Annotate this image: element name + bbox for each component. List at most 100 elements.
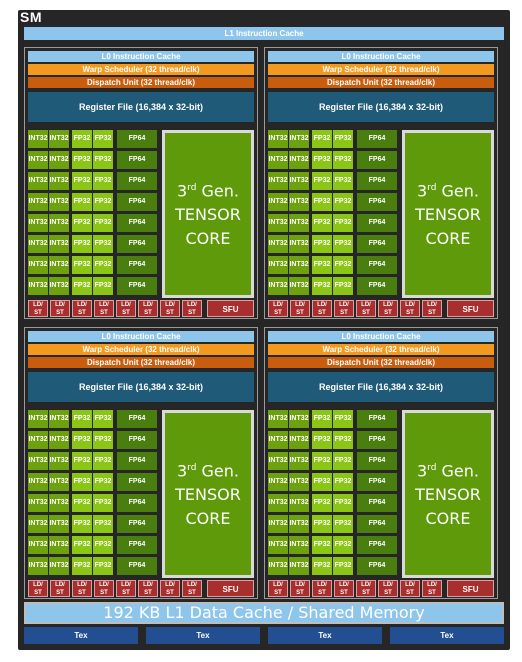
fp32-core: FP32 [312,151,332,169]
fp32-core: FP32 [312,277,332,295]
ldst-label-bottom: ST [56,310,64,316]
int32-core: INT32 [28,130,48,148]
tensor-core: 3rd Gen. TENSOR CORE [162,130,254,298]
ldst-label-top: LD/ [361,302,371,308]
ldst-label-bottom: ST [296,310,304,316]
int32-core: INT32 [49,431,69,449]
ldst-label-bottom: ST [144,310,152,316]
ldst-label-bottom: ST [274,590,282,596]
int32-core: INT32 [268,277,288,295]
int32-core: INT32 [268,452,288,470]
int32-core: INT32 [289,172,309,190]
tensor-gen-suffix: rd [187,183,197,194]
fp32-core: FP32 [72,515,92,533]
tensor-core-generation: 3rd Gen. [177,177,239,202]
ldst-unit: LD/ST [160,580,180,597]
fp32-core: FP32 [333,494,353,512]
ldst-label-bottom: ST [34,590,42,596]
int32-core: INT32 [289,494,309,512]
tensor-gen-word: Gen. [201,181,239,201]
fp32-core: FP32 [93,172,113,190]
ldst-unit: LD/ST [268,300,288,317]
ldst-label-bottom: ST [384,590,392,596]
sfu-unit: SFU [447,580,494,597]
l0-instruction-cache: L0 Instruction Cache [28,51,254,62]
ldst-label-top: LD/ [143,582,153,588]
fp32-core: FP32 [312,193,332,211]
fp64-core: FP64 [357,277,397,295]
fp32-core: FP32 [93,431,113,449]
fp32-core: FP32 [333,172,353,190]
fp32-core: FP32 [93,494,113,512]
ldst-label-bottom: ST [340,310,348,316]
ldst-label-bottom: ST [100,590,108,596]
int32-core: INT32 [289,515,309,533]
ldst-label-top: LD/ [33,302,43,308]
ldst-label-top: LD/ [317,582,327,588]
int32-core: INT32 [268,193,288,211]
int32-core: INT32 [49,277,69,295]
fp64-core: FP64 [357,193,397,211]
int32-core: INT32 [268,473,288,491]
fp32-core: FP32 [93,235,113,253]
ldst-unit: LD/ST [400,580,420,597]
fp64-core: FP64 [117,130,157,148]
sfu-unit: SFU [207,300,254,317]
ldst-label-top: LD/ [339,302,349,308]
fp32-core: FP32 [72,473,92,491]
tensor-core-generation: 3rd Gen. [417,457,479,482]
fp64-core: FP64 [117,473,157,491]
warp-scheduler: Warp Scheduler (32 thread/clk) [28,344,254,355]
ldst-label-top: LD/ [273,582,283,588]
fp64-core: FP64 [357,151,397,169]
dispatch-unit: Dispatch Unit (32 thread/clk) [268,357,494,368]
sm-title: SM [20,9,42,25]
ldst-unit: LD/ST [356,580,376,597]
ldst-label-bottom: ST [340,590,348,596]
fp64-core: FP64 [357,130,397,148]
int32-core: INT32 [289,557,309,575]
fp64-core: FP64 [117,494,157,512]
ldst-label-top: LD/ [273,302,283,308]
ldst-label-bottom: ST [406,590,414,596]
fp32-core: FP32 [333,515,353,533]
fp32-core: FP32 [333,410,353,428]
fp32-core: FP32 [93,151,113,169]
ldst-label-bottom: ST [34,310,42,316]
fp64-core: FP64 [117,256,157,274]
fp32-core: FP32 [312,214,332,232]
fp32-core: FP32 [72,494,92,512]
ldst-label-top: LD/ [383,582,393,588]
fp32-core: FP32 [333,557,353,575]
int32-core: INT32 [28,256,48,274]
fp32-core: FP32 [93,452,113,470]
tensor-core-label: 3rd Gen. TENSOR CORE [165,413,251,575]
ldst-label-top: LD/ [121,302,131,308]
ldst-unit: LD/ST [378,580,398,597]
l0-instruction-cache: L0 Instruction Cache [268,51,494,62]
ldst-unit: LD/ST [50,300,70,317]
int32-core: INT32 [49,130,69,148]
fp32-core: FP32 [333,473,353,491]
fp32-core: FP32 [333,452,353,470]
tex-unit: Tex [146,627,260,644]
ldst-unit: LD/ST [138,300,158,317]
fp32-core: FP32 [72,172,92,190]
int32-core: INT32 [28,452,48,470]
fp32-core: FP32 [72,193,92,211]
int32-core: INT32 [268,410,288,428]
tensor-core-line2: TENSOR [175,484,241,504]
ldst-label-bottom: ST [122,590,130,596]
int32-core: INT32 [49,473,69,491]
fp32-core: FP32 [333,256,353,274]
int32-core: INT32 [28,557,48,575]
ldst-label-bottom: ST [296,590,304,596]
fp32-core: FP32 [72,431,92,449]
ldst-label-bottom: ST [406,310,414,316]
fp64-core: FP64 [117,277,157,295]
tensor-core-line2: TENSOR [415,204,481,224]
fp32-core: FP32 [333,235,353,253]
tensor-gen-number: 3 [416,461,428,481]
int32-core: INT32 [289,452,309,470]
fp64-core: FP64 [117,431,157,449]
